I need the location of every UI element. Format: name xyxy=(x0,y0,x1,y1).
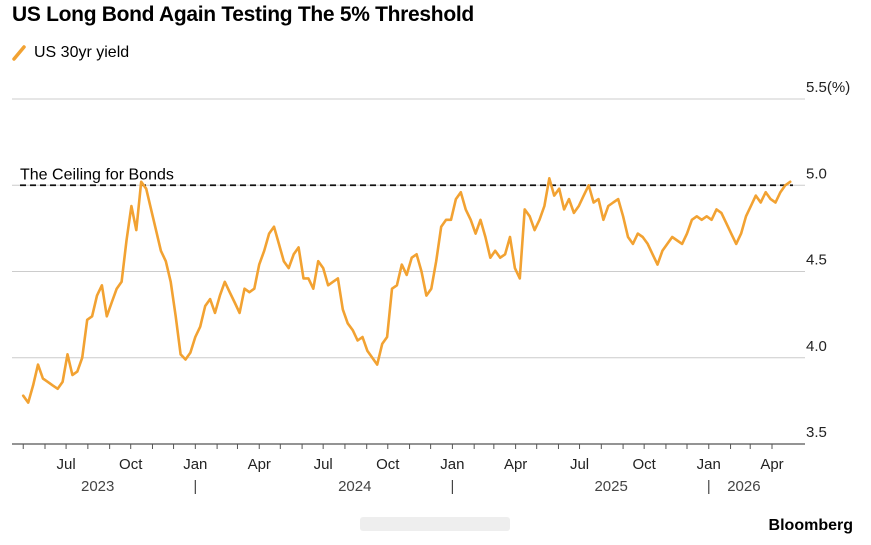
x-tick-label: Jul xyxy=(56,456,75,473)
x-tick-label: Apr xyxy=(760,456,783,473)
x-tick-label: Apr xyxy=(248,456,271,473)
x-year-label: 2023 xyxy=(81,478,114,495)
x-tick-label: Jul xyxy=(570,456,589,473)
y-tick-label: 4.0 xyxy=(806,338,827,355)
x-tick-label: Oct xyxy=(376,456,400,473)
legend-swatch-icon xyxy=(12,45,26,61)
x-tick-label: Oct xyxy=(119,456,143,473)
x-year-label: 2025 xyxy=(594,478,627,495)
source-credit: Bloomberg xyxy=(768,517,853,534)
chart-title: US Long Bond Again Testing The 5% Thresh… xyxy=(12,3,474,26)
x-year-label: 2026 xyxy=(727,478,760,495)
y-tick-label: 4.5 xyxy=(806,252,827,269)
y-tick-label: 5.5(%) xyxy=(806,79,850,96)
watermark-icon xyxy=(360,517,510,531)
x-tick-label: Jul xyxy=(314,456,333,473)
legend-label: US 30yr yield xyxy=(34,44,130,61)
y-tick-label: 3.5 xyxy=(806,424,827,441)
y-tick-label: 5.0 xyxy=(806,165,827,182)
x-year-label: 2024 xyxy=(338,478,371,495)
x-tick-label: Jan xyxy=(440,456,464,473)
legend: US 30yr yield xyxy=(12,44,129,62)
x-tick-label: Apr xyxy=(504,456,527,473)
x-tick-label: Oct xyxy=(632,456,656,473)
x-tick-label: Jan xyxy=(183,456,207,473)
series-line-us-30yr-yield xyxy=(21,177,792,404)
x-tick-label: Jan xyxy=(697,456,721,473)
ceiling-annotation: The Ceiling for Bonds xyxy=(20,166,174,183)
y-unit-label: (%) xyxy=(827,79,850,96)
